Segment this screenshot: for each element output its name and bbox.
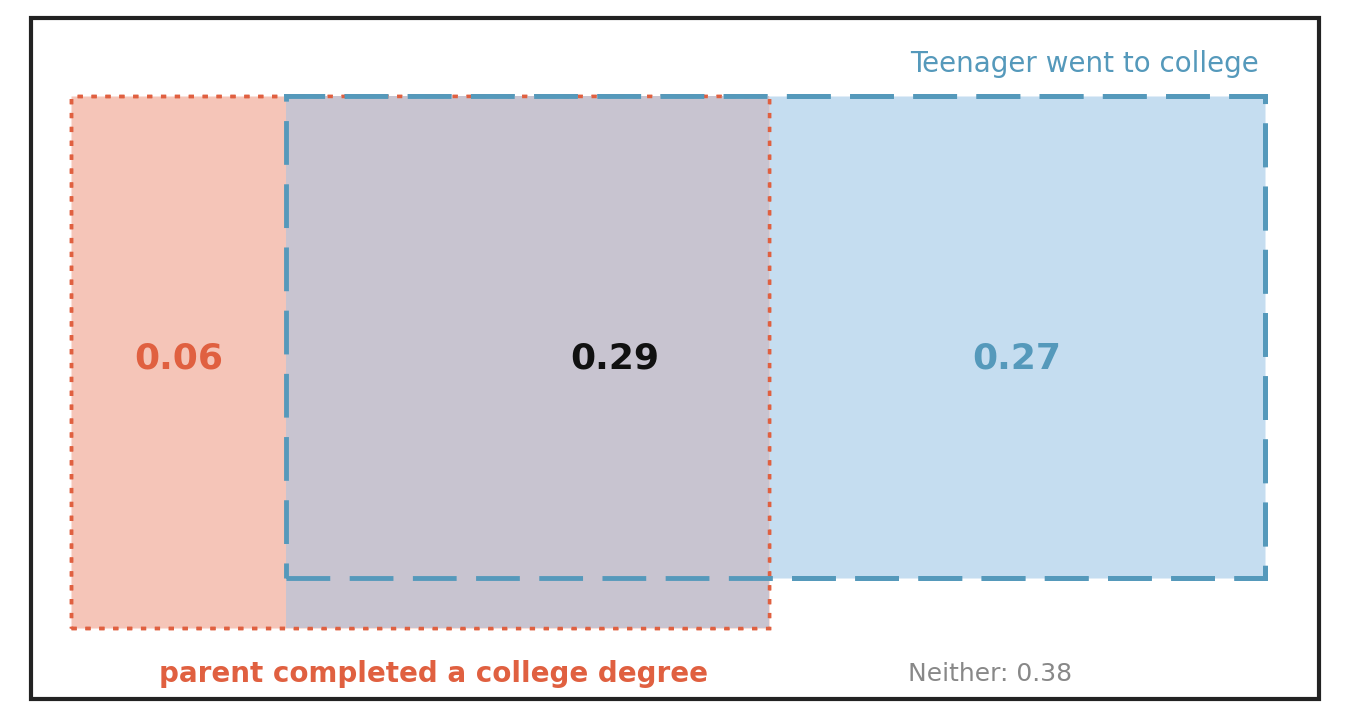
Text: parent completed a college degree: parent completed a college degree	[159, 660, 707, 688]
Text: 0.06: 0.06	[134, 341, 223, 376]
Bar	[286, 96, 1265, 578]
Text: 0.27: 0.27	[972, 341, 1061, 376]
Bar	[72, 96, 769, 628]
Bar	[72, 96, 769, 628]
Text: Neither: 0.38: Neither: 0.38	[909, 662, 1072, 686]
Bar	[286, 96, 770, 628]
Text: 0.29: 0.29	[570, 341, 659, 376]
Text: Teenager went to college: Teenager went to college	[910, 50, 1258, 78]
Bar	[286, 96, 1265, 578]
